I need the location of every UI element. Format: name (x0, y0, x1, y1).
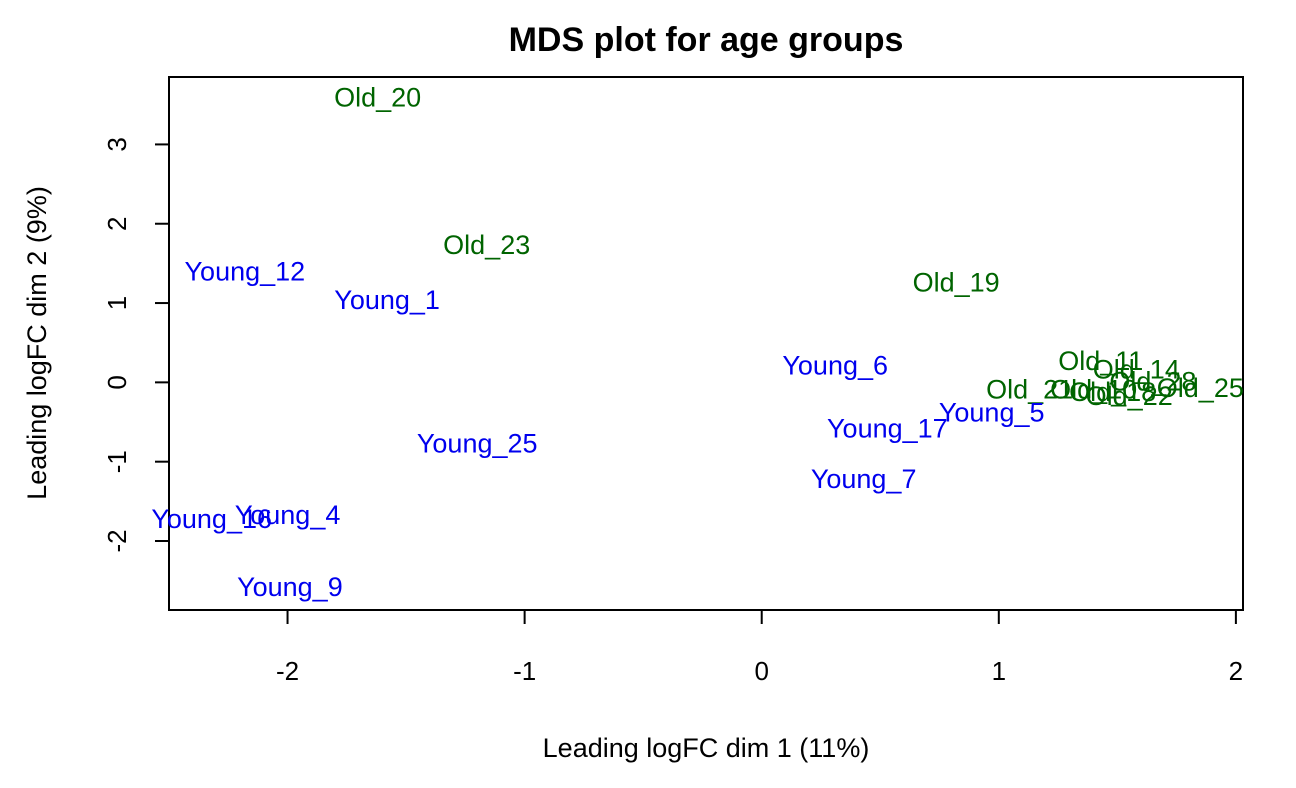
point-label-young-1: Young_1 (334, 285, 440, 315)
x-axis-label: Leading logFC dim 1 (11%) (543, 733, 870, 763)
x-tick-label: -1 (513, 656, 536, 686)
plot-frame (168, 76, 1244, 611)
point-label-young-9: Young_9 (237, 572, 343, 602)
point-label-old-21: Old_21 (986, 375, 1073, 405)
y-tick-label: -2 (102, 529, 132, 552)
x-axis: -2 -1 0 1 2 (276, 609, 1243, 686)
x-tick-label: 0 (754, 656, 768, 686)
point-label-young-5: Young_5 (939, 398, 1045, 428)
x-tick-label: 2 (1229, 656, 1243, 686)
x-tick-label: -2 (276, 656, 299, 686)
point-label-old-22: Old_22 (1086, 381, 1173, 411)
point-label-old-28: Old_28 (1109, 367, 1196, 397)
point-label-old-25: Old_25 (1157, 373, 1244, 403)
point-labels: Old_20Old_23Old_19Old_11Old_14Old_28Old_… (151, 83, 1244, 602)
point-label-young-12: Young_12 (185, 256, 306, 286)
point-label-old-11: Old_11 (1058, 346, 1143, 376)
point-label-old-10: Old_10 (1050, 375, 1137, 405)
point-label-old-18: Old_18 (1069, 377, 1156, 407)
point-label-old-14: Old_14 (1093, 355, 1180, 385)
y-tick-label: 0 (102, 375, 132, 389)
point-label-young-7: Young_7 (811, 464, 917, 494)
y-tick-label: 2 (102, 216, 132, 230)
y-tick-label: 3 (102, 137, 132, 151)
point-label-young-16: Young_16 (151, 504, 272, 534)
y-tick-label: 1 (102, 296, 132, 310)
x-tick-label: 1 (992, 656, 1006, 686)
y-axis: -2 -1 0 1 2 3 (102, 137, 170, 553)
point-label-old-23: Old_23 (443, 230, 530, 260)
point-label-old-20: Old_20 (334, 83, 421, 113)
y-tick-label: -1 (102, 450, 132, 473)
chart-title: MDS plot for age groups (509, 21, 904, 59)
point-label-young-4: Young_4 (235, 500, 341, 530)
point-label-young-25: Young_25 (417, 428, 538, 458)
y-axis-label: Leading logFC dim 2 (9%) (22, 186, 52, 500)
point-label-old-19: Old_19 (913, 267, 1000, 297)
point-label-young-17: Young_17 (827, 413, 948, 443)
point-label-young-6: Young_6 (782, 351, 888, 381)
